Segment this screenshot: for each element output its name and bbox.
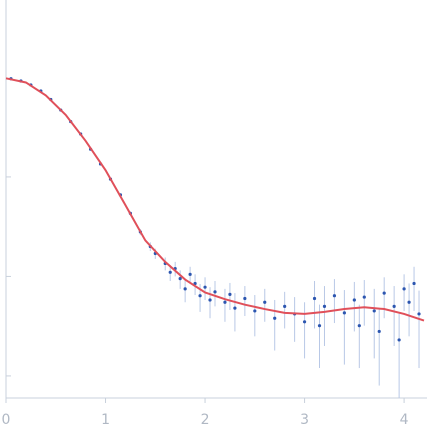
- point: [253, 309, 257, 313]
- point: [312, 296, 317, 301]
- point: [243, 296, 247, 301]
- point: [273, 316, 277, 320]
- point: [213, 290, 217, 294]
- point: [168, 270, 172, 274]
- x-tick-label: 2: [201, 412, 210, 428]
- point: [317, 324, 322, 328]
- x-tick-label: 0: [2, 412, 11, 428]
- point: [203, 285, 207, 289]
- point: [198, 294, 202, 298]
- point: [228, 292, 232, 296]
- point: [263, 300, 267, 304]
- x-tick-label: 1: [101, 412, 110, 428]
- point: [412, 281, 416, 286]
- point: [183, 287, 187, 291]
- point: [283, 304, 287, 308]
- point: [322, 304, 327, 308]
- point: [208, 298, 212, 302]
- point: [362, 295, 366, 299]
- point: [417, 312, 421, 316]
- point: [397, 338, 401, 342]
- point: [302, 320, 307, 324]
- x-tick-label: 4: [400, 412, 409, 428]
- point: [357, 324, 361, 328]
- point: [178, 277, 182, 281]
- point: [342, 311, 346, 315]
- point: [193, 281, 197, 286]
- point: [407, 300, 411, 304]
- point: [223, 300, 227, 304]
- point: [233, 306, 237, 310]
- x-tick-label: 3: [300, 412, 309, 428]
- point: [392, 304, 396, 308]
- point: [377, 329, 381, 334]
- point: [372, 309, 376, 313]
- point: [332, 294, 337, 298]
- point: [402, 287, 406, 291]
- fit-line: [5, 77, 425, 322]
- point: [382, 291, 386, 295]
- point: [188, 272, 192, 276]
- point: [352, 298, 356, 302]
